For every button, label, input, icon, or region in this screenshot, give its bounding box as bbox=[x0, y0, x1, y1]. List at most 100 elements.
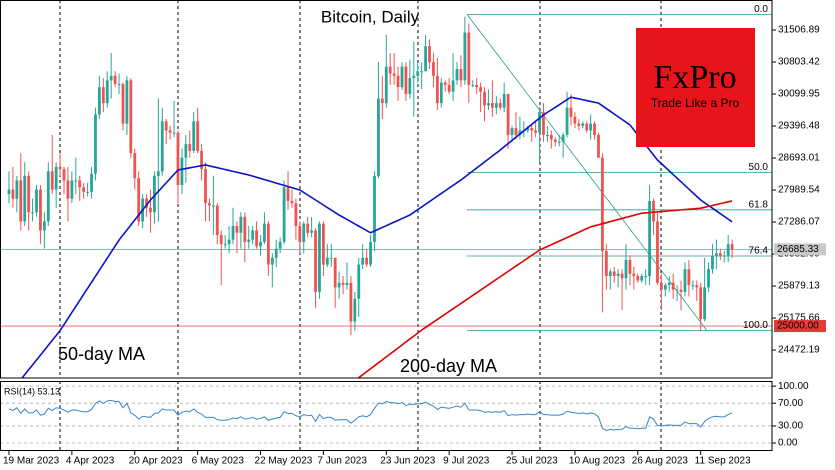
candle-body bbox=[384, 66, 388, 104]
candle-body bbox=[420, 71, 424, 73]
x-tick-label: 25 Jul 2023 bbox=[506, 456, 558, 467]
candle-body bbox=[58, 166, 62, 170]
candle-body bbox=[164, 121, 168, 131]
candle-body bbox=[632, 273, 636, 276]
candle-body bbox=[683, 269, 687, 292]
candle-body bbox=[526, 128, 530, 131]
candle-body bbox=[514, 128, 518, 135]
y-tick-label: 27989.54 bbox=[778, 185, 820, 196]
candle-body bbox=[160, 121, 164, 172]
candle-body bbox=[667, 282, 671, 286]
candle-body bbox=[542, 112, 545, 135]
candle-body bbox=[172, 132, 176, 134]
candle-body bbox=[302, 223, 306, 242]
candle-body bbox=[396, 75, 400, 88]
candle-body bbox=[475, 84, 479, 88]
candle-body bbox=[530, 128, 534, 131]
candle-body bbox=[298, 225, 302, 242]
candle-body bbox=[722, 255, 726, 257]
candle-body bbox=[455, 68, 459, 81]
candle-body bbox=[31, 212, 34, 214]
candle-body bbox=[11, 189, 15, 199]
candle-body bbox=[325, 257, 329, 265]
price-frame bbox=[0, 0, 773, 379]
candle-body bbox=[290, 200, 294, 204]
candle-body bbox=[278, 241, 282, 249]
candle-body bbox=[726, 244, 730, 256]
candle-body bbox=[247, 239, 251, 242]
candle-body bbox=[659, 282, 663, 290]
candle-body bbox=[377, 98, 380, 176]
y-tick-label: 30099.95 bbox=[778, 89, 820, 100]
candle-body bbox=[35, 189, 38, 213]
candle-body bbox=[341, 282, 345, 286]
rsi-frame bbox=[0, 381, 773, 451]
candle-body bbox=[74, 180, 78, 182]
candle-body bbox=[180, 157, 184, 185]
logo-tagline: Trade Like a Pro bbox=[651, 96, 740, 110]
candle-body bbox=[306, 223, 310, 233]
candle-body bbox=[506, 93, 510, 135]
level-line-label: 25000.00 bbox=[777, 321, 819, 332]
candle-body bbox=[109, 75, 113, 81]
candle-body bbox=[200, 150, 203, 170]
candle-body bbox=[314, 230, 317, 292]
fib-label: 0.0 bbox=[754, 4, 768, 15]
candle-body bbox=[715, 253, 718, 256]
candle-body bbox=[487, 103, 490, 106]
candle-body bbox=[663, 285, 667, 290]
candle-body bbox=[270, 257, 274, 265]
logo-box bbox=[636, 28, 755, 147]
candle-body bbox=[565, 107, 569, 135]
candle-body bbox=[184, 144, 188, 158]
candle-body bbox=[553, 139, 557, 142]
rsi-tick-label: 30.00 bbox=[778, 421, 803, 432]
x-tick-label: 9 Jul 2023 bbox=[443, 456, 490, 467]
level-line-box bbox=[774, 320, 826, 333]
candle-body bbox=[19, 180, 23, 222]
price-line-label: 26685.33 bbox=[777, 244, 819, 255]
rsi-tick-label: 70.00 bbox=[778, 398, 803, 409]
candle-body bbox=[608, 271, 612, 276]
candle-body bbox=[581, 123, 585, 126]
candle-body bbox=[648, 200, 651, 276]
candle-body bbox=[447, 84, 451, 92]
candle-body bbox=[208, 203, 211, 206]
candle-body bbox=[616, 273, 620, 276]
candle-body bbox=[534, 130, 538, 133]
x-tick-label: 23 Jun 2023 bbox=[380, 456, 435, 467]
y-tick-label: 27286.07 bbox=[778, 217, 820, 228]
x-tick-label: 6 May 2023 bbox=[192, 456, 245, 467]
candle-body bbox=[467, 32, 471, 85]
candle-body bbox=[589, 123, 593, 131]
candle-body bbox=[703, 287, 707, 320]
candle-body bbox=[156, 171, 160, 176]
candle-body bbox=[691, 285, 695, 287]
candle-body bbox=[345, 282, 349, 286]
x-tick-label: 7 Jun 2023 bbox=[317, 456, 367, 467]
candle-body bbox=[597, 134, 600, 158]
candle-body bbox=[644, 275, 648, 277]
fib-trendline bbox=[466, 14, 708, 331]
candle-body bbox=[483, 91, 486, 106]
candle-body bbox=[153, 175, 156, 213]
candle-body bbox=[78, 180, 82, 188]
candle-body bbox=[361, 257, 365, 265]
rsi-label: RSI(14) 53.13 bbox=[4, 386, 60, 396]
candle-body bbox=[23, 175, 27, 222]
candle-body bbox=[353, 298, 357, 322]
candle-body bbox=[439, 82, 443, 104]
candle-body bbox=[243, 216, 247, 242]
candle-body bbox=[573, 116, 577, 124]
candle-body bbox=[333, 257, 337, 288]
candle-body bbox=[546, 134, 549, 136]
candle-body bbox=[510, 128, 514, 135]
candle-body bbox=[412, 75, 416, 79]
candle-body bbox=[86, 191, 89, 193]
fib-label: 50.0 bbox=[749, 162, 769, 173]
candle-body bbox=[349, 282, 353, 322]
candle-body bbox=[656, 221, 659, 283]
candle-body bbox=[219, 235, 223, 245]
candle-body bbox=[274, 248, 278, 258]
candle-body bbox=[400, 66, 404, 88]
